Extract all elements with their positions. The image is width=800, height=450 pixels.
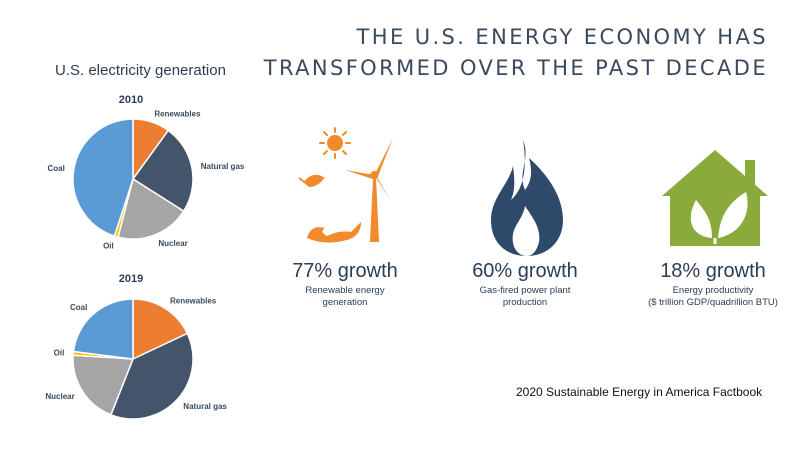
stat-description-line: ($ trillion GDP/quadrillion BTU) <box>648 297 778 308</box>
pie-label-nuclear: Nuclear <box>158 239 187 248</box>
source-note: 2020 Sustainable Energy in America Factb… <box>516 385 763 399</box>
title-line-1: THE U.S. ENERGY ECONOMY HAS <box>356 25 768 49</box>
stat-description: Gas-fired power plant production <box>440 285 610 309</box>
stat-description: Renewable energy generation <box>260 285 430 309</box>
pie-slice-renewables <box>132 298 189 361</box>
leaf-icon <box>298 174 325 188</box>
pie-label-coal: Coal <box>48 164 65 173</box>
stat-renewable: 77% growth Renewable energy generation <box>260 259 430 309</box>
leaf-house-icon <box>662 150 768 246</box>
pie-label-coal: Coal <box>70 303 87 312</box>
stat-description-line: Renewable energy <box>305 285 385 296</box>
pie-chart-2019: Renewables Natural gas Nuclear Oil Coal <box>45 297 227 420</box>
pie-2010-title: 2010 <box>118 94 144 106</box>
wave-icon <box>307 222 361 243</box>
pie-slice-coal <box>72 118 134 238</box>
pie-label-oil: Oil <box>54 349 65 358</box>
pie-2019-title: 2019 <box>118 273 144 285</box>
stat-description-line: production <box>502 297 548 308</box>
pie-label-natural-gas: Natural gas <box>183 402 227 411</box>
wind-turbine-icon <box>345 138 393 242</box>
stat-description-line: generation <box>322 297 368 308</box>
pie-slice-natural-gas <box>109 332 194 420</box>
stat-description-line: Gas-fired power plant <box>479 285 571 296</box>
pie-label-oil: Oil <box>103 241 114 250</box>
pie-label-renewables: Renewables <box>170 297 217 306</box>
stat-description: Energy productivity ($ trillion GDP/quad… <box>628 285 798 309</box>
stat-value: 77% growth <box>292 260 398 282</box>
renewable-energy-icon <box>298 127 393 243</box>
title-line-2: TRANSFORMED OVER THE PAST DECADE <box>263 56 768 80</box>
stat-value: 18% growth <box>660 260 766 282</box>
stat-value: 60% growth <box>472 260 578 282</box>
pie-label-renewables: Renewables <box>154 109 201 118</box>
pie-label-natural-gas: Natural gas <box>201 162 245 171</box>
electricity-section-title: U.S. electricity generation <box>55 62 226 79</box>
pie-chart-2010: Renewables Natural gas Nuclear Oil Coal <box>48 109 245 250</box>
stat-gas: 60% growth Gas-fired power plant product… <box>440 259 610 309</box>
page-title: THE U.S. ENERGY ECONOMY HAS TRANSFORMED … <box>264 22 768 84</box>
pie-slice-coal <box>72 298 134 360</box>
stat-description-line: Energy productivity <box>672 285 754 296</box>
flame-icon <box>491 140 563 256</box>
pie-slice-nuclear <box>72 354 135 416</box>
sun-icon <box>319 127 351 159</box>
stat-productivity: 18% growth Energy productivity ($ trilli… <box>628 259 798 309</box>
pie-slice-natural-gas <box>131 129 194 213</box>
pie-slice-nuclear <box>117 177 185 240</box>
pie-label-nuclear: Nuclear <box>45 392 74 401</box>
